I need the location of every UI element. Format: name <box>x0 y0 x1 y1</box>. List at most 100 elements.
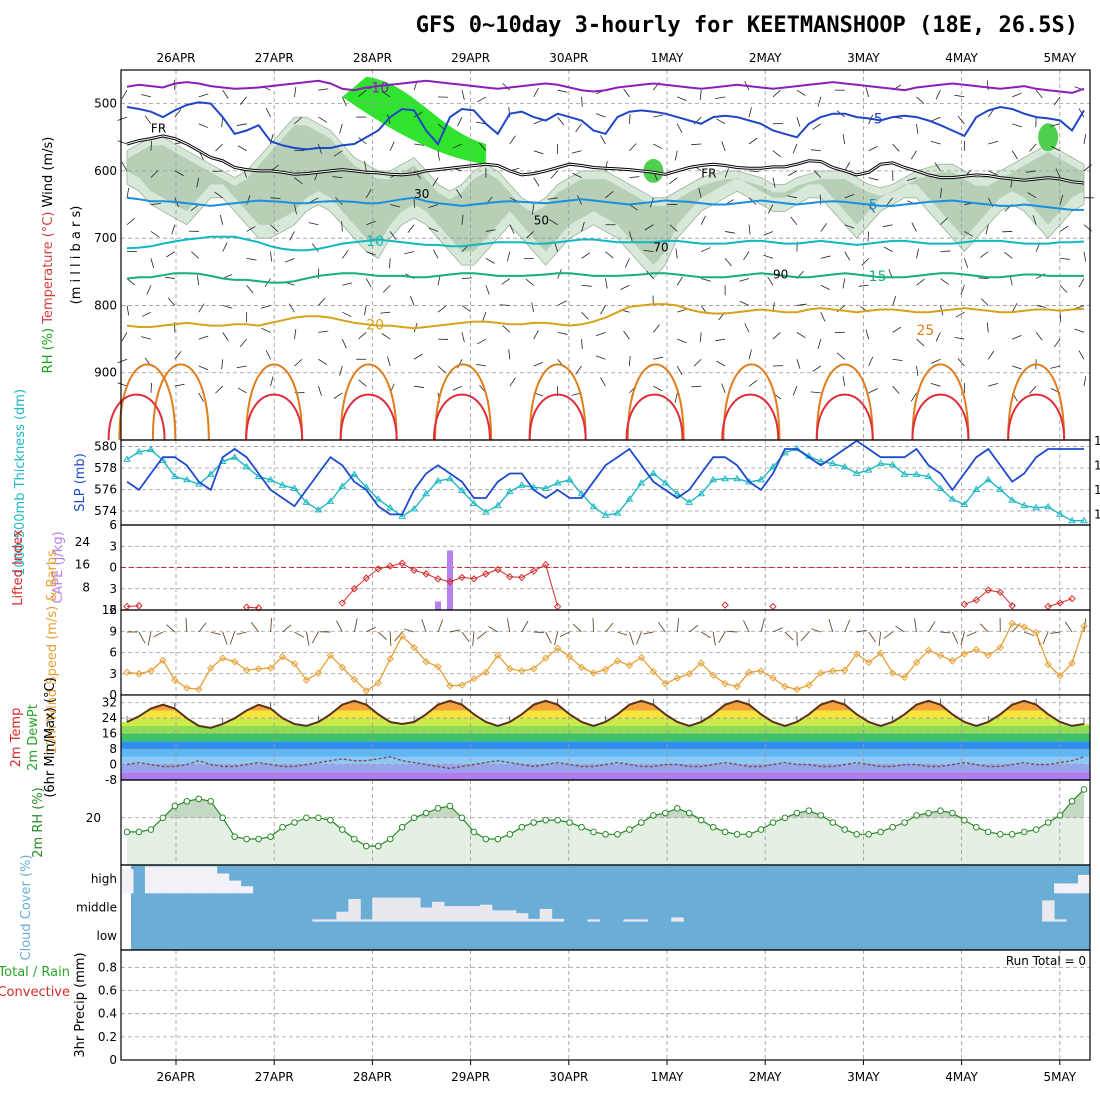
wind-speed-point <box>577 663 586 672</box>
rh-point <box>279 823 286 831</box>
thickness-tick-label: 580 <box>94 439 117 453</box>
thickness-point <box>326 497 335 504</box>
wind-speed-point <box>123 668 131 677</box>
wind-speed-point <box>876 649 885 657</box>
wind-speed-point <box>434 662 442 671</box>
wind-barb <box>571 150 582 154</box>
wind-speed-point <box>793 685 801 694</box>
wind-barb <box>509 224 515 234</box>
thickness-tick-label: 574 <box>94 504 117 518</box>
rh-area <box>127 789 1084 865</box>
thickness-point <box>697 489 706 497</box>
wind-barb <box>239 338 247 348</box>
wind-barb <box>146 285 152 295</box>
lifted-index-point <box>984 586 993 594</box>
wind-barb <box>413 111 423 118</box>
cloud-cell-middle <box>635 919 648 922</box>
rh-point <box>781 814 789 822</box>
wind-tick-label: 3 <box>109 667 117 681</box>
wind-barb <box>1009 275 1013 286</box>
slp-tick-label: 1008 <box>1094 507 1100 521</box>
wind-speed-point <box>553 644 562 652</box>
lifted-index-point <box>972 596 981 604</box>
wind-speed-point <box>458 681 466 689</box>
wind-barb <box>404 628 415 633</box>
wind-barb <box>620 284 630 291</box>
wind-barb <box>336 620 343 633</box>
lifted-index-line <box>964 589 1013 607</box>
wind-barb <box>653 114 664 118</box>
thickness-point <box>577 489 586 497</box>
wind-barb <box>198 303 205 313</box>
temp-tick-label: 0 <box>109 758 117 772</box>
wind-barb <box>506 251 511 262</box>
slp-line <box>126 439 1084 516</box>
wind-barb <box>856 629 867 633</box>
wind-barb <box>844 224 855 229</box>
cloud-cover-panel: high middle low Cloud Cover (%) <box>19 855 1091 960</box>
hot-isotherm-arch <box>432 393 491 441</box>
wind-barb <box>456 189 463 199</box>
rh-point <box>195 795 203 803</box>
lifted-index-tick-label: 0 <box>109 561 117 575</box>
wind-barb <box>955 311 965 318</box>
lifted-index-point <box>398 559 406 567</box>
wind-speed-point <box>171 676 179 684</box>
chart-title: GFS 0~10day 3-hourly for KEETMANSHOOP (1… <box>416 13 1078 38</box>
wind-barb <box>699 90 702 101</box>
lifted-index-line <box>246 606 259 609</box>
thickness-point <box>458 486 466 494</box>
wind-barb <box>952 631 959 644</box>
wind-speed-point <box>924 646 933 655</box>
wind-barb <box>502 82 511 91</box>
wind-barb <box>1059 194 1064 205</box>
wind-barb <box>222 89 229 99</box>
rh-point <box>662 809 669 817</box>
hot-isotherm-arch <box>528 393 587 441</box>
lifted-index-point <box>362 574 370 582</box>
wind-barb <box>404 251 415 255</box>
wind-barb <box>575 365 582 375</box>
wind-barb <box>333 150 343 157</box>
wind-barb <box>285 257 295 263</box>
slp-ylabel: SLP (mb) <box>73 453 88 512</box>
wind-barb <box>557 331 568 335</box>
hot-isotherm-arch <box>721 393 780 441</box>
wind-barb <box>716 360 726 367</box>
bottom-date-label: 5MAY <box>1043 1070 1076 1084</box>
wind-barb <box>892 295 897 306</box>
wind-speed-point <box>242 666 251 674</box>
wind-barb <box>928 621 936 633</box>
thickness-point <box>446 474 454 482</box>
rh-point <box>961 816 968 824</box>
wind-barb <box>748 379 758 387</box>
wind-barb <box>796 89 806 96</box>
wind-speed-point <box>601 665 610 674</box>
wind-barb <box>910 392 917 402</box>
lifted-index-point <box>410 566 418 575</box>
wind-barb <box>282 624 292 633</box>
top-date-label: 27APR <box>255 51 294 65</box>
lifted-index-point <box>254 604 263 612</box>
wind-barb <box>147 631 152 646</box>
temp-color-band <box>121 733 1090 742</box>
wind-speed-point <box>781 682 789 691</box>
thickness-point <box>912 470 921 477</box>
lifted-index-point <box>446 577 454 586</box>
cloud-row-label: middle <box>76 901 117 915</box>
upper-ylabel-part: Wind (m/s) <box>41 137 56 208</box>
wind-barb <box>237 387 247 394</box>
thickness-point <box>816 457 825 465</box>
cloud-cell-high <box>121 869 134 894</box>
wind-barb <box>916 123 919 134</box>
lifted-index-point <box>374 565 382 573</box>
wind-barb <box>1035 89 1043 99</box>
wind-barb <box>485 229 496 232</box>
isotherm-line <box>126 196 1084 211</box>
freezing-level-line-inner <box>126 135 1085 184</box>
wind-barb <box>812 365 822 372</box>
wind-barb <box>214 191 223 199</box>
wind-barb <box>677 96 687 102</box>
cloud-cell-high <box>144 866 158 894</box>
wind-barb <box>174 170 184 176</box>
